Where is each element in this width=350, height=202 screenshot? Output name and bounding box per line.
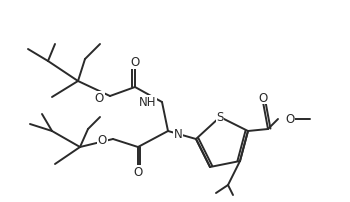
Text: O: O xyxy=(133,166,142,179)
Text: O: O xyxy=(98,134,107,147)
Text: NH: NH xyxy=(139,96,156,109)
Text: O: O xyxy=(130,56,140,69)
Text: S: S xyxy=(216,111,224,124)
Text: O: O xyxy=(95,92,104,105)
Text: O: O xyxy=(258,91,268,104)
Text: O: O xyxy=(285,113,294,126)
Text: N: N xyxy=(174,127,183,140)
